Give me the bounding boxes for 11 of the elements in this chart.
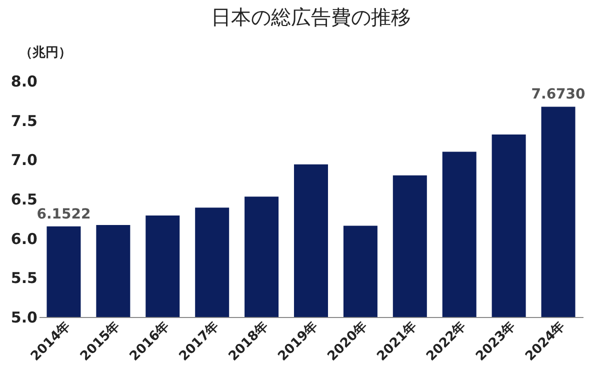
data-label: 6.1522 xyxy=(36,206,91,222)
data-label: 7.6730 xyxy=(531,86,586,103)
y-tick-label: 5.0 xyxy=(10,308,38,326)
y-tick-label: 6.5 xyxy=(10,190,38,208)
y-tick-label: 8.0 xyxy=(10,72,38,90)
y-tick-label: 5.5 xyxy=(10,269,38,288)
y-tick-label: 7.5 xyxy=(10,112,38,130)
y-axis-title: （兆円） xyxy=(20,46,72,60)
y-tick-label: 7.0 xyxy=(10,151,38,170)
chart-title: 日本の総広告費の推移 xyxy=(211,5,411,29)
y-tick-label: 6.0 xyxy=(10,230,38,248)
